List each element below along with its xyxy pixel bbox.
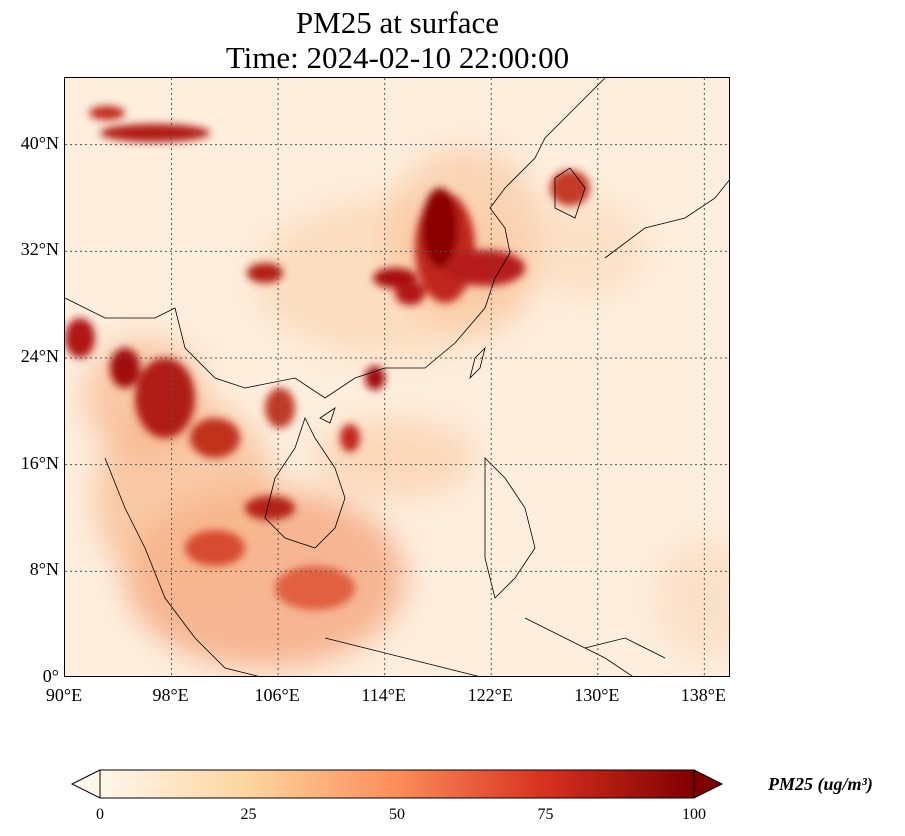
lat-tick-label: 8°N (29, 559, 59, 580)
colorbar-tick-label: 50 (389, 806, 405, 823)
lon-tick-label: 98°E (152, 685, 189, 705)
lat-tick-label: 24°N (20, 346, 59, 366)
gridlines (65, 78, 729, 676)
lat-tick-label: 32°N (20, 239, 59, 260)
lon-tick-label: 122°E (467, 685, 513, 705)
lat-tick-label: 16°N (20, 452, 59, 473)
colorbar-extend-min (70, 769, 101, 799)
lon-tick-label: 114°E (361, 685, 406, 705)
colorbar-tick-label: 25 (240, 806, 257, 823)
coastlines (65, 78, 729, 676)
lat-tick-label: 40°N (20, 132, 59, 153)
pm25-field (65, 78, 729, 676)
map-time: Time: 2024-02-10 22:00:00 (225, 40, 570, 75)
lon-tick-label: 130°E (574, 685, 620, 705)
colorbar-extend-max (693, 769, 724, 799)
map-area (64, 77, 730, 677)
pollution-hotspots (65, 106, 590, 610)
lon-tick-label: 106°E (254, 685, 300, 705)
colorbar-gradient (99, 769, 695, 799)
colorbar-tick-label: 0 (96, 806, 104, 823)
lon-tick-label: 138°E (680, 685, 726, 705)
colorbar-tick-label: 75 (537, 806, 554, 823)
map-title: PM25 at surface (295, 5, 500, 40)
lat-tick-label: 0° (42, 666, 59, 686)
colorbar (70, 769, 724, 799)
colorbar-tick-label: 100 (682, 806, 706, 823)
colorbar-label: PM25 (ug/m³) (768, 774, 873, 794)
lon-tick-label: 90°E (45, 685, 83, 705)
